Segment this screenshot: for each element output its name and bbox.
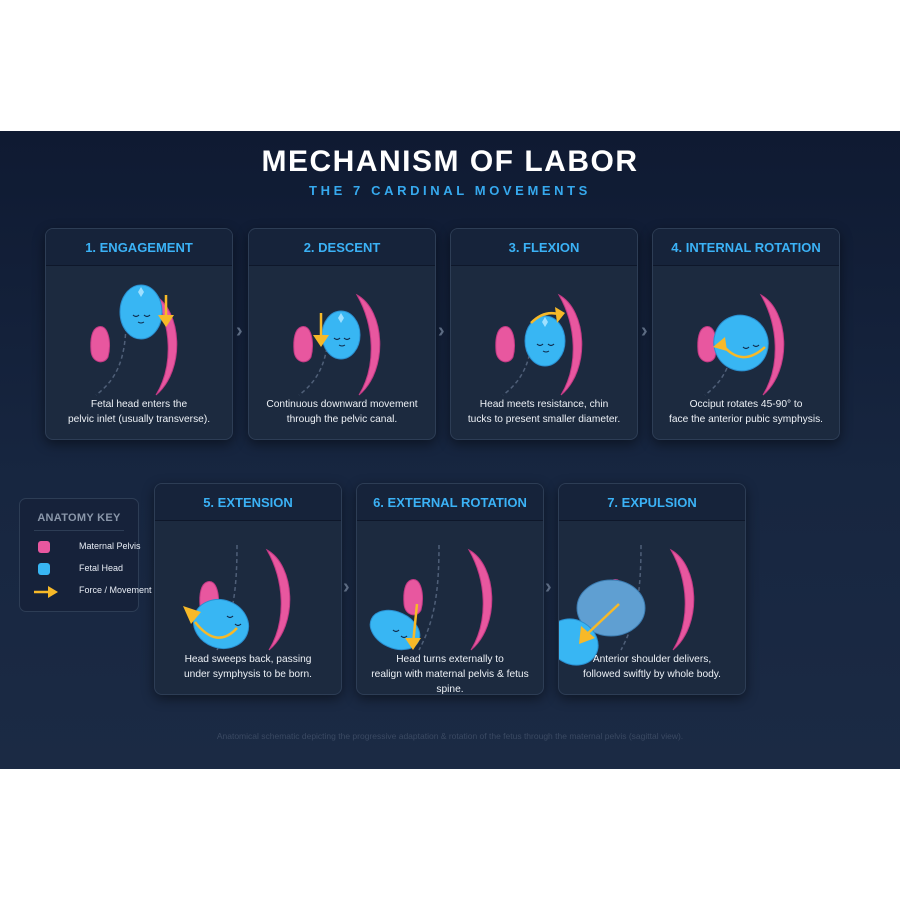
eye-right xyxy=(143,314,151,318)
expulsion-illustration xyxy=(559,544,695,666)
stage-card-flexion: 3. FLEXION Head meets resistance, chin tu… xyxy=(450,228,638,440)
stage-title: 4. INTERNAL ROTATION xyxy=(671,240,821,255)
fetal-head xyxy=(119,284,163,340)
engagement-illustration xyxy=(90,284,178,396)
chevron-right-icon: › xyxy=(343,576,350,598)
extension-illustration xyxy=(183,544,291,651)
stage-title: 6. EXTERNAL ROTATION xyxy=(373,495,527,510)
divider xyxy=(34,530,124,531)
chevron-right-icon: › xyxy=(236,320,243,342)
external-rotation-illustration xyxy=(369,544,493,651)
mouth xyxy=(137,321,145,324)
key-label: Force / Movement xyxy=(79,585,152,595)
sacrum-shape xyxy=(759,293,785,396)
stage-description: Continuous downward movement through the … xyxy=(266,399,418,425)
eye-left xyxy=(132,314,140,318)
stage-header: 2. DESCENT xyxy=(249,229,435,266)
sacrum-shape xyxy=(467,548,493,651)
fetal-head xyxy=(713,314,769,372)
stage-header: 3. FLEXION xyxy=(451,229,637,266)
chevron-right-icon: › xyxy=(438,320,445,342)
sacrum-shape xyxy=(265,548,291,651)
fetal-head xyxy=(524,315,566,367)
pubic-symphysis-shape xyxy=(403,579,424,616)
fontanelle-icon xyxy=(542,317,548,327)
stage-card-descent: 2. DESCENT Continuous downward movement t… xyxy=(248,228,436,440)
sacrum-shape xyxy=(355,293,381,396)
stage-header: 6. EXTERNAL ROTATION xyxy=(357,484,543,521)
stage-card-extension: 5. EXTENSION Head sweeps back, passing un… xyxy=(154,483,342,695)
key-label: Maternal Pelvis xyxy=(79,541,141,551)
arrow-icon xyxy=(34,586,58,598)
stage-title: 2. DESCENT xyxy=(303,240,381,255)
stage-title: 7. EXPULSION xyxy=(607,495,697,510)
fontanelle-icon xyxy=(338,313,344,323)
stage-description: Anterior shoulder delivers, followed swif… xyxy=(583,654,721,680)
sacrum-shape xyxy=(557,293,583,396)
birth-canal-path xyxy=(418,544,440,651)
force-arrow-icon xyxy=(411,603,419,645)
stage-card-external-rotation: 6. EXTERNAL ROTATION Head turns external… xyxy=(356,483,544,695)
fontanelle-icon xyxy=(138,287,144,297)
stage-header: 1. ENGAGEMENT xyxy=(46,229,232,266)
sacrum-shape xyxy=(669,548,695,651)
footnote: Anatomical schematic depicting the progr… xyxy=(216,731,684,741)
stage-card-internal-rotation: 4. INTERNAL ROTATION Occiput rotates 45-… xyxy=(652,228,840,440)
blue-swatch-icon xyxy=(38,563,50,575)
stage-card-expulsion: 7. EXPULSION Anterior shoulder delivers,… xyxy=(558,483,746,695)
stage-header: 7. EXPULSION xyxy=(559,484,745,521)
internal-rotation-illustration xyxy=(697,293,785,396)
force-arrow-icon xyxy=(584,603,620,637)
stage-header: 5. EXTENSION xyxy=(155,484,341,521)
pubic-symphysis-shape xyxy=(90,326,111,363)
anatomy-key-title: ANATOMY KEY xyxy=(37,512,121,524)
stage-description: Occiput rotates 45-90° to face the anteri… xyxy=(668,399,824,425)
stage-title: 5. EXTENSION xyxy=(203,495,293,510)
key-label: Fetal Head xyxy=(79,563,124,573)
force-arrow-icon xyxy=(194,621,238,639)
pubic-symphysis-shape xyxy=(495,326,516,363)
flexion-illustration xyxy=(495,293,583,396)
stage-card-engagement: 1. ENGAGEMENT Fetal head enters the pelvi… xyxy=(45,228,233,440)
stage-title: 3. FLEXION xyxy=(508,240,580,255)
stage-description: Head turns externally to realign with mat… xyxy=(371,654,529,695)
stage-header: 4. INTERNAL ROTATION xyxy=(653,229,839,266)
anatomy-key: ANATOMY KEY Maternal Pelvis Fetal Head F… xyxy=(19,498,152,612)
stage-description: Head meets resistance, chin tucks to pres… xyxy=(467,399,621,425)
pubic-symphysis-shape xyxy=(293,326,314,363)
stage-description: Head sweeps back, passing under symphysis… xyxy=(184,654,312,680)
chevron-right-icon: › xyxy=(545,576,552,598)
fetal-shoulder xyxy=(576,579,646,637)
pink-swatch-icon xyxy=(38,541,50,553)
page-subtitle: THE 7 CARDINAL MOVEMENTS xyxy=(309,183,591,198)
descent-illustration xyxy=(293,293,381,396)
stage-description: Fetal head enters the pelvic inlet (usual… xyxy=(67,399,211,425)
chevron-right-icon: › xyxy=(641,320,648,342)
page-title: MECHANISM OF LABOR xyxy=(261,145,639,178)
stage-title: 1. ENGAGEMENT xyxy=(85,240,193,255)
